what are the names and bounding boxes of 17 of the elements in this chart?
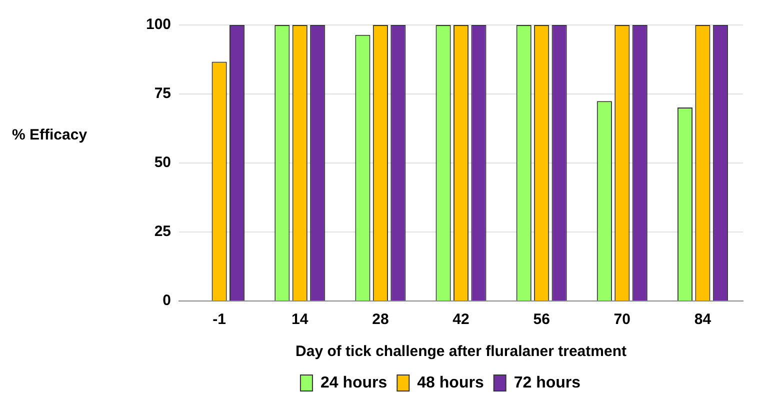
x-tick-label: 14 bbox=[292, 311, 309, 328]
legend-label: 24 hours bbox=[320, 374, 388, 392]
y-tick-label: 25 bbox=[154, 223, 172, 240]
y-tick-label: 0 bbox=[162, 292, 172, 310]
x-tick-label: 42 bbox=[452, 311, 470, 328]
x-tick-label: 28 bbox=[372, 311, 389, 328]
x-tick-label: 56 bbox=[533, 311, 550, 328]
legend-label: 72 hours bbox=[514, 374, 581, 392]
y-axis-title: % Efficacy bbox=[12, 126, 88, 144]
legend-label: 48 hours bbox=[417, 374, 484, 392]
x-axis-title: Day of tick challenge after fluralaner treatment bbox=[296, 343, 626, 360]
x-tick-label: -1 bbox=[212, 311, 226, 328]
y-tick-label: 50 bbox=[154, 154, 172, 172]
x-tick-label: 70 bbox=[614, 311, 630, 328]
x-tick-label: 84 bbox=[694, 311, 712, 328]
y-tick-label: 75 bbox=[154, 85, 172, 102]
y-tick-label: 100 bbox=[146, 16, 172, 34]
